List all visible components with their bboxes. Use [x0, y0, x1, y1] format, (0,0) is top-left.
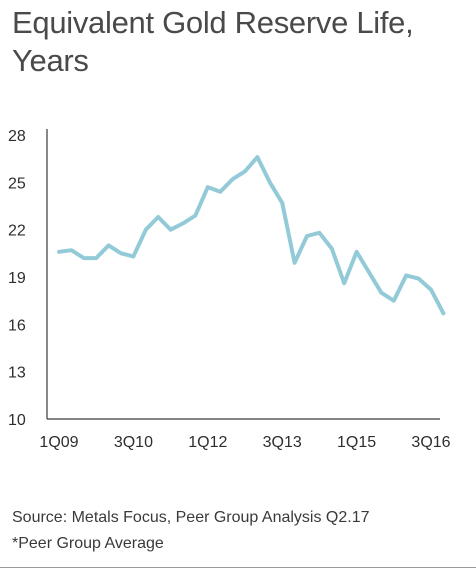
data-point — [392, 299, 396, 303]
data-point — [243, 169, 247, 173]
y-tick-label: 19 — [8, 270, 26, 287]
data-point — [404, 273, 408, 277]
line-chart: 10 13 16 19 22 25 28 1Q09 3Q10 1Q12 3Q13 1Q15 3Q16 — [8, 128, 451, 451]
data-point — [268, 180, 272, 184]
y-tick-label: 22 — [8, 223, 26, 240]
data-point — [119, 251, 123, 255]
data-point — [57, 250, 61, 254]
x-tick-label: 3Q10 — [114, 434, 153, 451]
data-point — [144, 228, 148, 232]
y-tick-label: 25 — [8, 175, 26, 192]
data-point — [69, 248, 73, 252]
chart-title: Equivalent Gold Reserve Life, Years — [12, 5, 414, 78]
data-point — [193, 214, 197, 217]
data-point — [317, 231, 321, 235]
footnote: *Peer Group Average — [12, 535, 164, 552]
data-point — [367, 270, 371, 274]
data-point — [280, 201, 284, 205]
x-tick-label: 3Q16 — [411, 434, 450, 451]
data-point — [107, 243, 111, 247]
data-point — [156, 215, 160, 219]
y-tick-labels: 10 13 16 19 22 25 28 — [8, 128, 26, 429]
x-tick-label: 1Q12 — [188, 434, 227, 451]
data-point — [218, 190, 222, 194]
series-line — [57, 155, 446, 316]
source-note: Source: Metals Focus, Peer Group Analysi… — [12, 509, 370, 526]
chart-axes — [46, 129, 440, 420]
data-point — [293, 261, 297, 265]
x-tick-label: 1Q09 — [39, 434, 78, 451]
x-tick-label: 1Q15 — [337, 434, 376, 451]
data-point — [379, 291, 383, 295]
data-point — [355, 250, 359, 254]
x-tick-label: 3Q13 — [263, 434, 302, 451]
series-group — [57, 155, 446, 316]
data-point — [94, 256, 98, 260]
data-point — [231, 177, 235, 181]
data-point — [342, 281, 346, 285]
y-tick-label: 13 — [8, 365, 26, 382]
data-point — [131, 255, 135, 258]
x-tick-labels: 1Q09 3Q10 1Q12 3Q13 1Q15 3Q16 — [39, 434, 450, 451]
data-point — [305, 234, 309, 238]
data-point — [417, 277, 421, 281]
data-point — [169, 228, 173, 232]
data-point — [82, 256, 86, 260]
data-point — [441, 311, 445, 315]
chart-footer: Source: Metals Focus, Peer Group Analysi… — [12, 505, 472, 557]
y-tick-label: 28 — [8, 128, 26, 145]
bottom-divider — [0, 567, 476, 568]
y-tick-label: 16 — [8, 317, 26, 334]
data-point — [181, 221, 185, 225]
data-point — [255, 155, 259, 159]
data-point — [330, 247, 334, 251]
data-point — [429, 288, 433, 292]
y-tick-label: 10 — [8, 412, 26, 429]
data-point — [206, 185, 210, 189]
